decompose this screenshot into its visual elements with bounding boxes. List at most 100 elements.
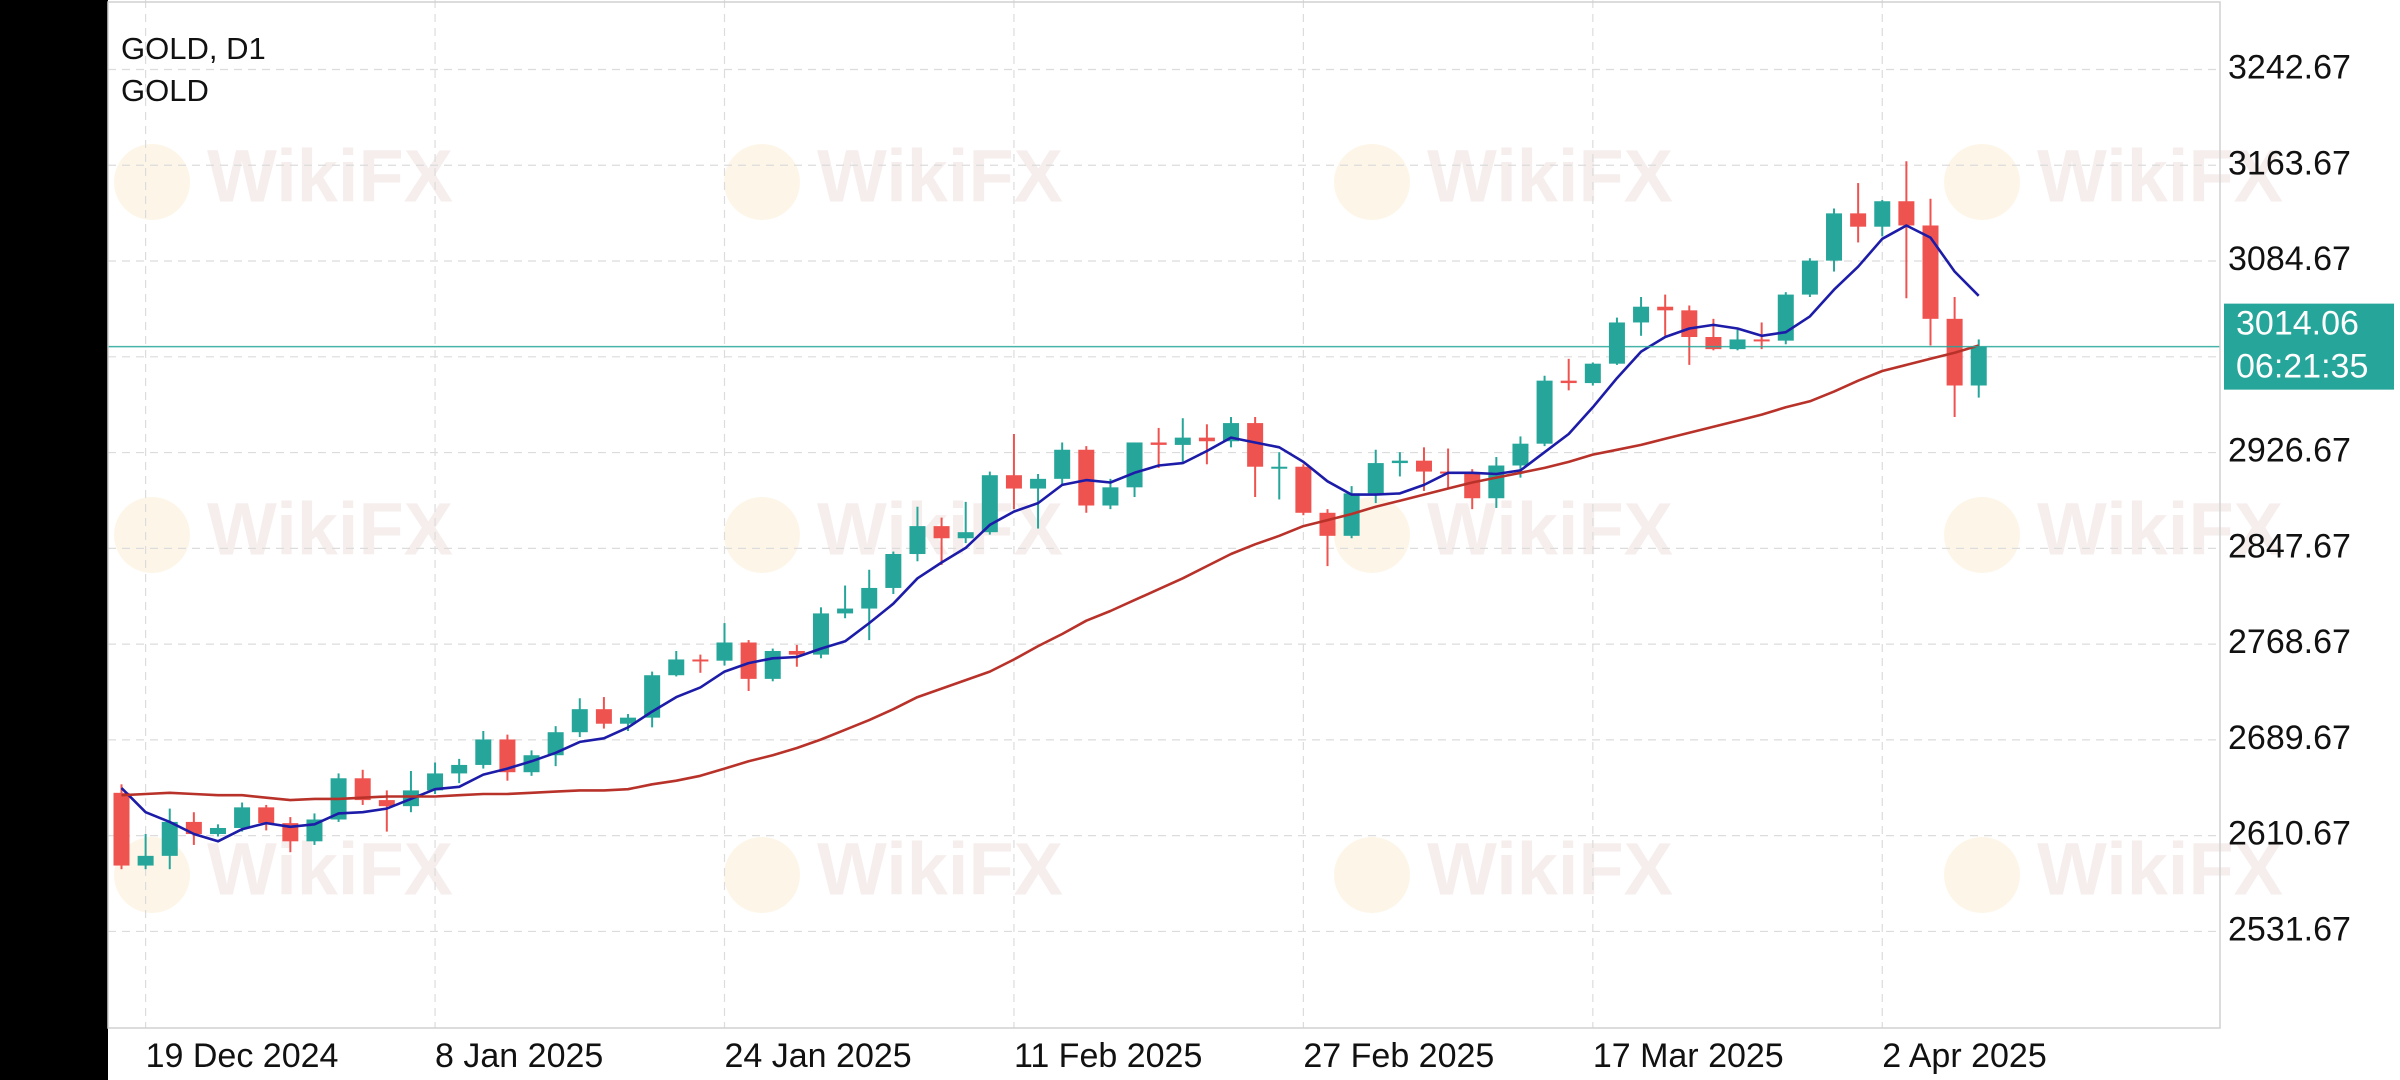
candle-body [981, 475, 998, 533]
chart-background [108, 0, 2400, 1080]
grid [108, 0, 2220, 1028]
x-tick-label: 27 Feb 2025 [1303, 1037, 1494, 1075]
y-tick-label: 2768.67 [2228, 623, 2351, 661]
candle-body [1729, 339, 1746, 350]
candle-body [1584, 363, 1601, 384]
candle-body [1319, 512, 1336, 536]
candle-body [547, 732, 564, 756]
watermark-logo [724, 144, 800, 220]
candle-body [137, 855, 154, 866]
candle-body [1801, 260, 1818, 295]
watermark: WikiFX [2037, 828, 2283, 911]
candle-body [1512, 443, 1529, 466]
candle-body [644, 675, 661, 718]
countdown-label: 06:21:35 [2236, 348, 2368, 386]
plot [108, 161, 2220, 870]
chart-subtitle: GOLD [121, 73, 209, 108]
candle-body [1898, 201, 1915, 226]
candle-body [1464, 472, 1481, 499]
candle-body [354, 778, 371, 801]
candle-body [1198, 437, 1215, 442]
candle-body [1223, 423, 1240, 442]
watermark: WikiFX [2037, 488, 2283, 571]
candle-body [1874, 201, 1891, 227]
watermark-logo [114, 837, 190, 913]
candle-body [1536, 380, 1553, 444]
watermark: WikiFX [1427, 135, 1673, 218]
candle-body [234, 807, 251, 828]
candle-body [499, 739, 516, 773]
candle-body [209, 827, 226, 835]
candle-body [740, 642, 757, 679]
candle-body [1295, 466, 1312, 513]
candle-body [451, 764, 468, 774]
candle-body [668, 659, 685, 676]
watermark-logo [1944, 144, 2020, 220]
candle-body [1633, 306, 1650, 323]
x-tick-label: 24 Jan 2025 [725, 1037, 912, 1075]
watermark-logo [724, 497, 800, 573]
chart-title: GOLD, D1 [121, 31, 266, 66]
watermark: WikiFX [207, 828, 453, 911]
y-tick-label: 3084.67 [2228, 240, 2351, 278]
candle-body [595, 709, 612, 724]
candle-body [909, 526, 926, 555]
y-tick-label: 2610.67 [2228, 815, 2351, 853]
candle-body [1367, 463, 1384, 494]
candle-body [1608, 322, 1625, 364]
candle-body [1078, 449, 1095, 506]
candle-body [378, 800, 395, 807]
candle-body [1560, 380, 1577, 384]
axes: 2531.67 2610.67 2689.67 2768.67 2847.67 2926.… [146, 48, 2394, 1075]
candle-body [571, 709, 588, 733]
candle-body [1174, 437, 1191, 445]
candle-body [258, 807, 275, 824]
y-tick-label: 3242.67 [2228, 48, 2351, 86]
watermark: WikiFX [817, 828, 1063, 911]
candle-body [1488, 465, 1505, 499]
y-tick-label: 2847.67 [2228, 527, 2351, 565]
candle-body [1970, 346, 1987, 386]
candle-body [957, 532, 974, 539]
ma-line [120, 224, 1980, 843]
watermark-logo [724, 837, 800, 913]
plot-border [107, 1, 2221, 1029]
watermark: WikiFX [1427, 828, 1673, 911]
y-tick-label: 2531.67 [2228, 910, 2351, 948]
candle-body [885, 554, 902, 588]
candle-body [1247, 423, 1264, 467]
candle-body [1657, 306, 1674, 311]
left-bar [0, 0, 108, 1080]
candle-body [812, 613, 829, 655]
x-tick-label: 2 Apr 2025 [1882, 1037, 2046, 1075]
candle-body [1030, 478, 1047, 489]
candle-body [1753, 339, 1770, 342]
candle-body [1415, 460, 1432, 472]
x-tick-label: 17 Mar 2025 [1593, 1037, 1784, 1075]
y-tick-label: 3163.67 [2228, 144, 2351, 182]
watermark: WikiFX [1427, 488, 1673, 571]
candle-body [1826, 213, 1843, 261]
x-tick-label: 19 Dec 2024 [146, 1037, 339, 1075]
candle-body [1391, 460, 1408, 464]
watermark: WikiFX [817, 135, 1063, 218]
candle-body [161, 821, 178, 856]
candle-body [692, 659, 709, 662]
watermark: WikiFX [207, 488, 453, 571]
price-label: 3014.06 [2236, 305, 2359, 343]
candle-body [620, 717, 637, 724]
candle-body [427, 773, 444, 791]
x-tick-label: 11 Feb 2025 [1014, 1037, 1202, 1075]
candle-body [716, 642, 733, 661]
x-tick-label: 8 Jan 2025 [435, 1037, 603, 1075]
candle-body [113, 792, 130, 866]
candle-body [1150, 442, 1167, 445]
watermark-logo [1334, 144, 1410, 220]
watermark-logo [114, 144, 190, 220]
candle-body [1922, 225, 1939, 319]
watermark: WikiFX [207, 135, 453, 218]
candle-body [1102, 487, 1119, 506]
candle-body [933, 526, 950, 539]
price-label-box [2224, 303, 2394, 390]
